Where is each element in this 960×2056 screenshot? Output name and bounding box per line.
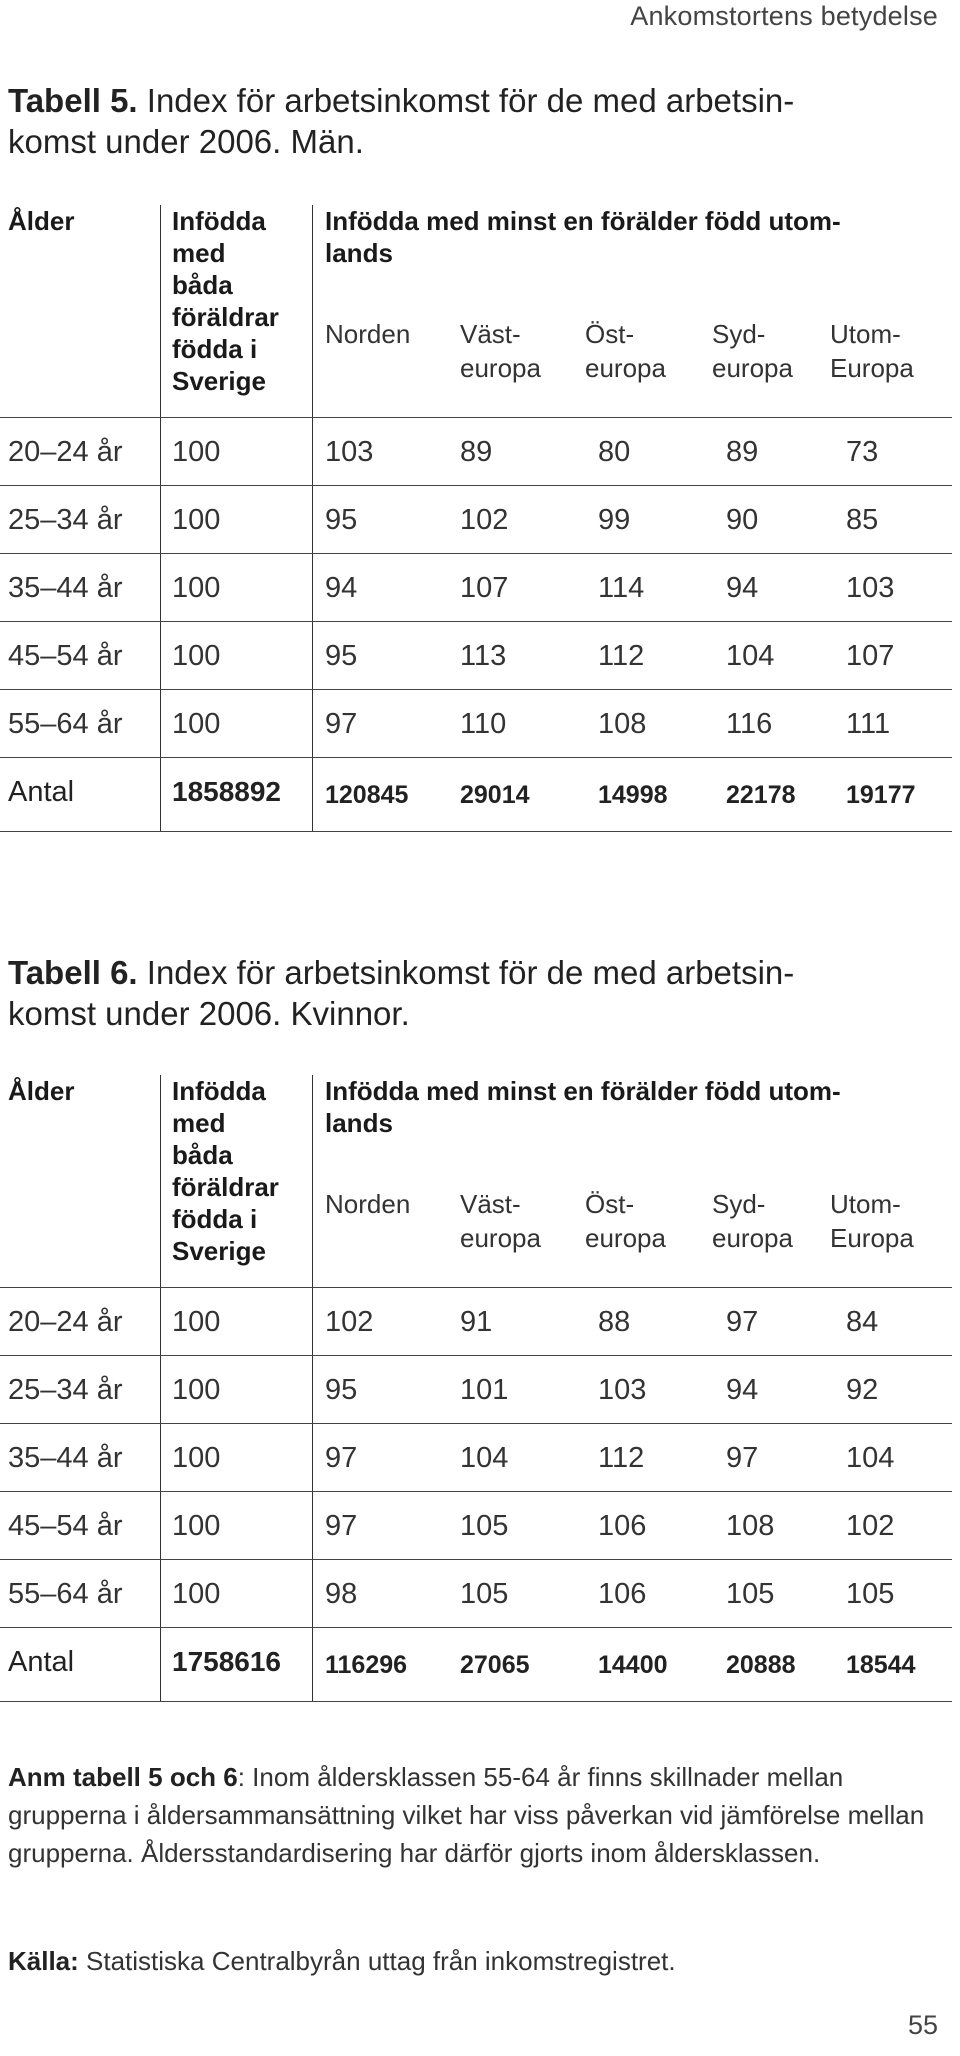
table-5-title-text: Index för arbetsinkomst för de med arbet… (137, 82, 795, 119)
table-5-title: Tabell 5. Index för arbetsinkomst för de… (8, 80, 928, 162)
region-header-sydeuropa: Syd-europa (712, 319, 793, 383)
table-5: Ålder Infödda med båda föräldrar födda i… (0, 205, 952, 832)
column-divider (312, 1075, 313, 1701)
region-header-osteuropa: Öst-europa (585, 1189, 666, 1253)
table-6-header: Ålder Infödda med båda föräldrar födda i… (0, 1075, 952, 1285)
age-column-header: Ålder (8, 206, 75, 236)
region-header-utomeuropa: Utom- Europa (830, 319, 914, 383)
table-row: 25–34 år 100 95 102 99 90 85 (0, 485, 952, 554)
region-header-norden: Norden (325, 1189, 411, 1219)
age-column-header: Ålder (8, 1076, 75, 1106)
table-row: 25–34 år 100 95 101 103 94 92 (0, 1355, 952, 1424)
column-divider (160, 1075, 161, 1701)
region-header-sydeuropa: Syd-europa (712, 1189, 793, 1253)
native-both-header: Infödda med båda föräldrar födda i Sveri… (172, 1076, 279, 1266)
table-6-title-text: Index för arbetsinkomst för de med arbet… (137, 954, 795, 991)
foreign-parent-group-header: Infödda med minst en förälder född utom-… (325, 1076, 841, 1138)
table-row: 55–64 år 100 98 105 106 105 105 (0, 1559, 952, 1628)
column-divider (160, 205, 161, 831)
table-row: 55–64 år 100 97 110 108 116 111 (0, 689, 952, 758)
table-6-title-line2: komst under 2006. Kvinnor. (8, 995, 410, 1032)
table-6-title-number: Tabell 6. (8, 954, 138, 991)
region-header-vasteuropa: Väst-europa (460, 319, 541, 383)
table-5-title-line2: komst under 2006. Män. (8, 123, 364, 160)
source-note: Källa: Statistiska Centralbyrån uttag fr… (8, 1942, 938, 1980)
table-6-title: Tabell 6. Index för arbetsinkomst för de… (8, 952, 928, 1034)
note-text: : Inom åldersklassen 55-64 år finns skil… (8, 1762, 925, 1868)
table-6: Ålder Infödda med båda föräldrar födda i… (0, 1075, 952, 1702)
table-row: 45–54 år 100 97 105 106 108 102 (0, 1491, 952, 1560)
table-total-row: Antal 1858892 120845 29014 14998 22178 1… (0, 757, 952, 826)
foreign-parent-group-header: Infödda med minst en förälder född utom-… (325, 206, 841, 268)
table-row: 35–44 år 100 97 104 112 97 104 (0, 1423, 952, 1492)
table-row: 20–24 år 100 102 91 88 97 84 (0, 1287, 952, 1356)
table-5-header: Ålder Infödda med båda föräldrar födda i… (0, 205, 952, 415)
source-text: Statistiska Centralbyrån uttag från inko… (78, 1946, 676, 1976)
region-header-vasteuropa: Väst-europa (460, 1189, 541, 1253)
page-number: 55 (907, 2010, 938, 2040)
region-header-osteuropa: Öst-europa (585, 319, 666, 383)
table-bottom-rule (0, 1701, 952, 1702)
table-total-row: Antal 1758616 116296 27065 14400 20888 1… (0, 1627, 952, 1696)
table-row: 20–24 år 100 103 89 80 89 73 (0, 417, 952, 486)
source-label: Källa: (8, 1946, 79, 1976)
column-divider (312, 205, 313, 831)
table-row: 45–54 år 100 95 113 112 104 107 (0, 621, 952, 690)
table-row: 35–44 år 100 94 107 114 94 103 (0, 553, 952, 622)
running-head: Ankomstortens betydelse (630, 1, 938, 31)
note-label: Anm tabell 5 och 6 (8, 1762, 238, 1792)
table-note: Anm tabell 5 och 6: Inom åldersklassen 5… (8, 1758, 938, 1872)
table-5-title-number: Tabell 5. (8, 82, 138, 119)
native-both-header: Infödda med båda föräldrar födda i Sveri… (172, 206, 279, 396)
region-header-utomeuropa: Utom- Europa (830, 1189, 914, 1253)
region-header-norden: Norden (325, 319, 411, 349)
table-bottom-rule (0, 831, 952, 832)
